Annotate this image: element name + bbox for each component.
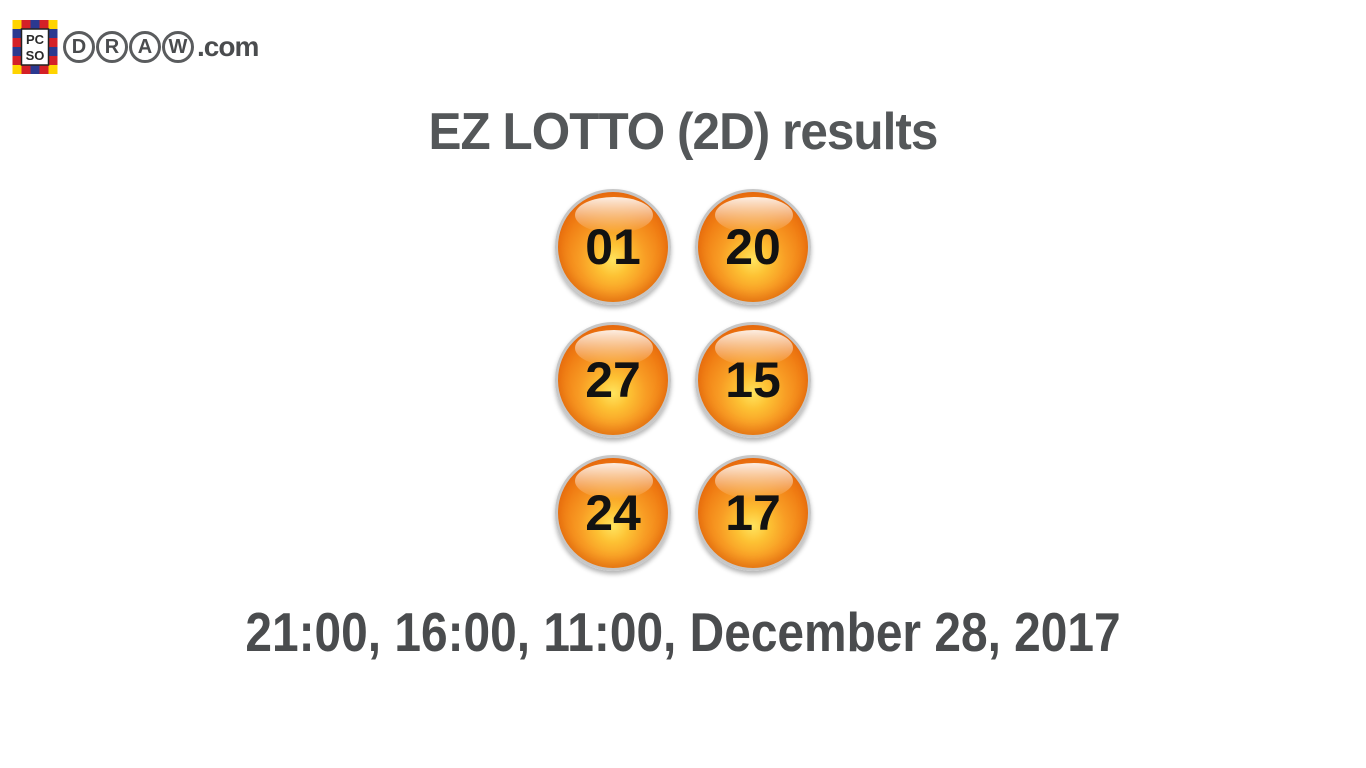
page-title: EZ LOTTO (2D) results xyxy=(428,103,939,161)
ball-number: 01 xyxy=(585,219,641,275)
pcso-icon-text-top: PC xyxy=(26,32,45,47)
winning-numbers-grid: 01 20 27 15 24 17 xyxy=(555,189,811,571)
circled-letter: A xyxy=(129,31,161,63)
lotto-ball: 20 xyxy=(695,189,811,305)
ball-number: 24 xyxy=(585,485,641,541)
pcso-icon-text-bottom: SO xyxy=(26,48,45,63)
ball-number: 27 xyxy=(585,352,641,408)
lotto-ball: 01 xyxy=(555,189,671,305)
ball-number: 15 xyxy=(725,352,781,408)
pcso-logo-icon: PC SO xyxy=(12,20,58,74)
circled-letter: W xyxy=(162,31,194,63)
lotto-ball: 24 xyxy=(555,455,671,571)
drawcom-logo-text: D R A W .com xyxy=(63,31,259,63)
lotto-ball: 15 xyxy=(695,322,811,438)
ball-number: 17 xyxy=(725,485,781,541)
drawcom-logo: PC SO D R A W .com xyxy=(12,20,259,74)
ball-number: 20 xyxy=(725,219,781,275)
draw-times-date: 21:00, 16:00, 11:00, December 28, 2017 xyxy=(245,601,1121,663)
lotto-ball: 27 xyxy=(555,322,671,438)
lotto-ball: 17 xyxy=(695,455,811,571)
circled-letter: D xyxy=(63,31,95,63)
logo-suffix: .com xyxy=(197,31,259,62)
circled-letter: R xyxy=(96,31,128,63)
